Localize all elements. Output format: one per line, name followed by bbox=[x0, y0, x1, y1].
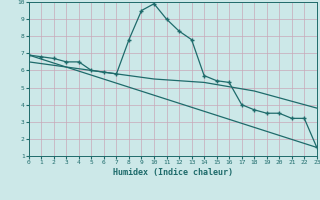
X-axis label: Humidex (Indice chaleur): Humidex (Indice chaleur) bbox=[113, 168, 233, 177]
